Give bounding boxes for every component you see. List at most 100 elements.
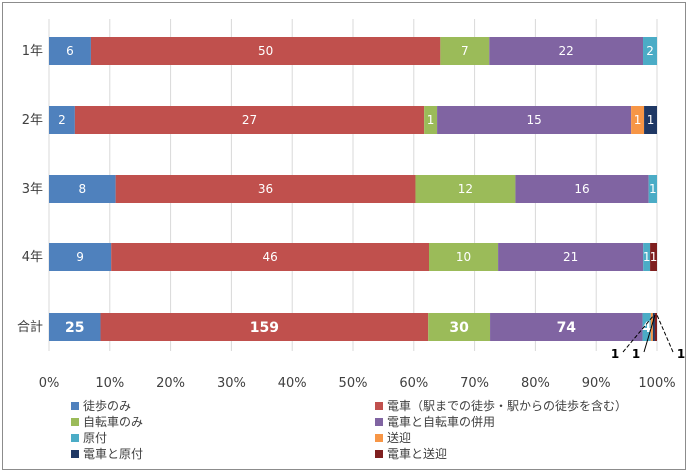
bar-segment [440,37,490,65]
x-tick-label: 90% [582,376,611,391]
category-label: 4年 [22,250,43,265]
bar-segment [515,175,649,203]
data-label: 25 [65,320,84,336]
data-label: 159 [250,320,279,336]
bar-segment [490,313,643,341]
legend-label: 送迎 [387,430,411,445]
x-tick-label: 100% [638,376,675,391]
legend-swatch [71,450,79,458]
x-tick-label: 50% [339,376,368,391]
data-label: 16 [574,182,589,196]
data-label: 12 [458,182,473,196]
legend-label: 電車と原付 [83,447,143,461]
bar-segment [74,106,425,134]
legend: 徒歩のみ 電車（駅までの徒歩・駅からの徒歩を含む） 自転車のみ 電車と自転車の併用原付… [71,398,627,461]
bar-segment [424,106,438,134]
data-label: 2 [58,113,66,127]
data-label: 1 [643,250,651,264]
x-tick-label: 30% [217,376,246,391]
data-label: 8 [78,182,86,196]
bar-segment [49,37,91,65]
category-label: 2年 [22,113,43,128]
x-tick-label: 0% [39,376,60,391]
bar-segment [49,106,75,134]
bar-segment [631,106,645,134]
data-label: 6 [66,44,74,58]
bar-segment [644,106,657,134]
bar-segment [642,313,651,341]
x-tick-label: 80% [521,376,550,391]
data-label: 1 [634,113,642,127]
chart-frame: 6 50 7 22 2 2 27 1 15 1 1 8 36 12 16 1 9 46 10 21 1 1 25 159 30 7… [2,2,686,470]
legend-label: 電車と送迎 [387,446,447,461]
bar-segment [49,175,116,203]
bar-segment [489,37,644,65]
bar-segment [49,313,101,341]
bar-segment [111,243,429,271]
x-tick-label: 70% [460,376,489,391]
data-label: 4 [642,320,652,336]
bar-segment [415,175,516,203]
data-label: 22 [559,44,574,58]
callout-label: 1 [611,347,619,361]
stacked-bar-chart: 6 50 7 22 22 27 1 15 1 18 36 12 16 19 46 10 21 1 125 159 30 7… [17,19,685,461]
bars-group: 6 50 7 22 22 27 1 15 1 18 36 12 16 19 46 10 21 1 125 159 30 7… [49,37,657,341]
data-label: 7 [461,44,469,58]
bar-segment [90,37,441,65]
legend-swatch [375,434,383,442]
callout-label: 1 [632,347,640,361]
legend-swatch [71,418,79,426]
category-label: 合計 [17,319,43,335]
bar-segment [429,243,499,271]
data-label: 10 [456,250,471,264]
data-label: 1 [427,113,435,127]
data-label: 27 [242,113,257,127]
legend-swatch [71,402,79,410]
legend-label: 電車（駅までの徒歩・駅からの徒歩を含む） [387,398,627,413]
data-label: 2 [646,44,654,58]
legend-swatch [71,434,79,442]
bar-segment [115,175,416,203]
data-label: 15 [526,113,541,127]
bar-segment [643,37,657,65]
bar-segment [100,313,429,341]
legend-label: 原付 [83,431,107,445]
x-axis-ticks: 0% 10% 20% 30% 40% 50% 60% 70% 80% 90% 100% [39,376,676,391]
callout-line [643,314,656,353]
data-label: 21 [563,250,578,264]
x-tick-label: 40% [278,376,307,391]
legend-swatch [375,450,383,458]
data-label: 9 [76,250,84,264]
bar-segment [498,243,644,271]
legend-label: 自転車のみ [83,415,143,429]
legend-swatch [375,418,383,426]
data-label: 1 [647,113,655,127]
legend-label: 電車と自転車の併用 [387,415,495,429]
data-label: 46 [262,250,277,264]
bar-segment [49,243,112,271]
x-tick-label: 60% [399,376,428,391]
bar-segment [650,243,657,271]
data-label: 1 [649,182,657,196]
bar-segment [428,313,491,341]
x-tick-label: 10% [95,376,124,391]
bar-segment [643,243,651,271]
legend-swatch [375,402,383,410]
callout-line [656,314,674,353]
data-label: 1 [650,250,658,264]
x-tick-label: 20% [156,376,185,391]
data-label: 74 [557,320,577,336]
data-label: 50 [258,44,273,58]
category-label: 3年 [22,182,43,197]
legend-label: 徒歩のみ [83,398,131,413]
data-label: 30 [449,320,469,336]
data-label: 36 [258,182,273,196]
bar-segment [652,313,655,341]
category-label: 1年 [22,44,43,59]
callout-label: 1 [677,347,685,361]
bar-segment [437,106,632,134]
bar-segment [654,313,657,341]
callout-line [622,314,655,353]
